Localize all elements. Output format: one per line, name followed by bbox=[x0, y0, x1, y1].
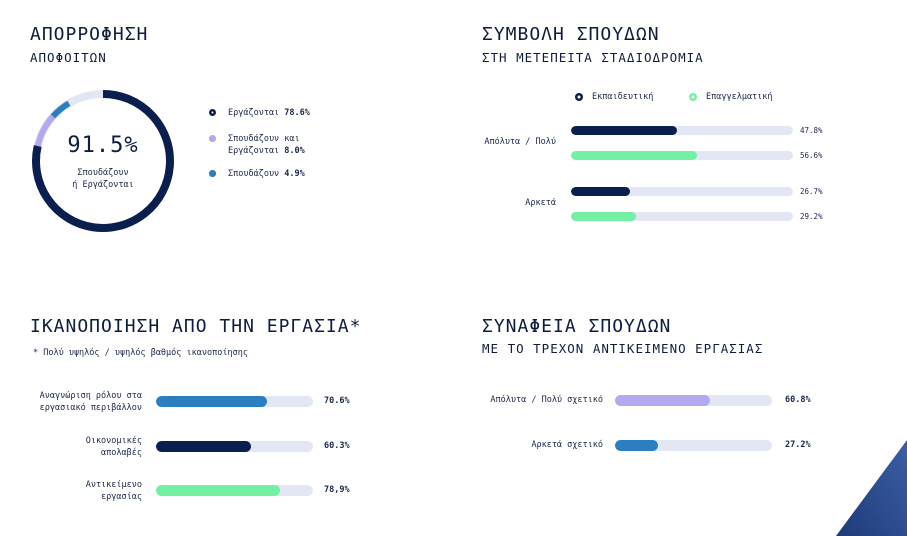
donut-center-value: 91.5% bbox=[67, 133, 139, 158]
bar-track bbox=[156, 485, 313, 496]
legend-label-text: Εργάζονται bbox=[228, 108, 285, 118]
donut-slice bbox=[50, 100, 71, 119]
bar-track bbox=[571, 187, 793, 196]
bar-track bbox=[156, 441, 313, 452]
legend-label-text: Σπουδάζουν bbox=[228, 169, 285, 179]
legend-label: Εργάζονται 78.6% bbox=[228, 108, 310, 118]
legend-dot-icon bbox=[209, 135, 216, 142]
legend-label-text: Εργάζονται bbox=[228, 146, 285, 156]
bar-value-label: 70.6% bbox=[324, 396, 350, 406]
bar-fill bbox=[615, 395, 711, 406]
absorption-subtitle: ΑΠΟΦΟΙΤΩΝ bbox=[30, 50, 107, 65]
category-label: Απόλυτα / Πολύ bbox=[484, 137, 556, 147]
bar-value-label: 27.2% bbox=[785, 440, 811, 450]
legend-label-text: Σπουδάζουν και bbox=[228, 134, 300, 144]
bar-fill bbox=[571, 212, 636, 221]
bar-category-line: Απόλυτα / Πολύ σχετικό bbox=[490, 395, 603, 405]
satisfaction-title: ΙΚΑΝΟΠΟΙΗΣΗ ΑΠΟ ΤΗΝ ΕΡΓΑΣΙΑ* bbox=[30, 316, 362, 337]
donut-center-label-1: Σπουδάζουν bbox=[77, 168, 129, 178]
legend-label: Σπουδάζουν και bbox=[228, 134, 300, 144]
bar-category-line: Αναγνώριση ρόλου στα bbox=[39, 391, 142, 401]
satisfaction-note: * Πολύ υψηλός / υψηλός βαθμός ικανοποίησ… bbox=[33, 348, 248, 358]
legend-dot-icon bbox=[575, 93, 583, 101]
bar-value-label: 78,9% bbox=[324, 485, 350, 495]
bar-track bbox=[615, 440, 772, 451]
bar-category-line: Οικονομικές bbox=[85, 436, 142, 446]
bar-category-line: εργασιακό περιβάλλον bbox=[39, 403, 142, 413]
bar-track bbox=[156, 396, 313, 407]
bar-category-line: απολαβές bbox=[101, 448, 142, 458]
bar-track bbox=[571, 151, 793, 160]
bar-fill bbox=[156, 441, 251, 452]
donut-slice bbox=[32, 90, 174, 232]
bar-track bbox=[615, 395, 772, 406]
bar-value-label: 60.8% bbox=[785, 395, 811, 405]
bar-fill bbox=[615, 440, 658, 451]
bar-category-line: Αρκετά σχετικό bbox=[531, 440, 603, 450]
bar-category-line: Αντικείμενο bbox=[85, 480, 142, 490]
bar-fill bbox=[156, 396, 267, 407]
bar-category-label: Οικονομικές απολαβές bbox=[20, 435, 142, 459]
bar-category-label: Αρκετά σχετικό bbox=[470, 439, 603, 451]
bar-value-label: 60.3% bbox=[324, 441, 350, 451]
corner-triangle bbox=[836, 440, 907, 536]
relevance-title: ΣΥΝΑΦΕΙΑ ΣΠΟΥΔΩΝ bbox=[482, 316, 672, 337]
bar-value-label: 47.8% bbox=[800, 126, 823, 135]
bar-track bbox=[571, 212, 793, 221]
bar-category-line: εργασίας bbox=[101, 492, 142, 502]
corner-decoration-shape bbox=[836, 440, 907, 536]
legend-dot-icon bbox=[689, 93, 697, 101]
bar-value-label: 29.2% bbox=[800, 212, 823, 221]
bar-category-label: Απόλυτα / Πολύ σχετικό bbox=[470, 394, 603, 406]
bar-value-label: 26.7% bbox=[800, 187, 823, 196]
legend-value: 4.9% bbox=[284, 169, 305, 179]
bar-fill bbox=[571, 126, 678, 135]
absorption-title: ΑΠΟΡΡΟΦΗΣΗ bbox=[30, 24, 149, 45]
legend-series-name: Εκπαιδευτική bbox=[592, 92, 654, 102]
bar-category-label: Αναγνώριση ρόλου στα εργασιακό περιβάλλον bbox=[20, 390, 142, 414]
legend-dot-icon bbox=[209, 109, 216, 116]
bar-fill bbox=[571, 151, 697, 160]
donut-center-label-2: ή Εργάζονται bbox=[72, 180, 134, 190]
bar-value-label: 56.6% bbox=[800, 151, 823, 160]
legend-dot-icon bbox=[209, 170, 216, 177]
legend-value: 8.0% bbox=[284, 146, 305, 156]
legend-label: Εργάζονται 8.0% bbox=[228, 146, 305, 156]
bar-track bbox=[571, 126, 793, 135]
legend-value: 78.6% bbox=[284, 108, 310, 118]
absorption-donut bbox=[32, 90, 174, 232]
studies-subtitle: ΣΤΗ ΜΕΤΕΠΕΙΤΑ ΣΤΑΔΙΟΔΡΟΜΙΑ bbox=[482, 50, 704, 65]
studies-title: ΣΥΜΒΟΛΗ ΣΠΟΥΔΩΝ bbox=[482, 24, 660, 45]
bar-fill bbox=[571, 187, 631, 196]
bar-fill bbox=[156, 485, 280, 496]
category-label: Αρκετά bbox=[525, 198, 556, 208]
legend-label: Σπουδάζουν 4.9% bbox=[228, 169, 305, 179]
donut-slice bbox=[34, 114, 56, 147]
bar-category-label: Αντικείμενο εργασίας bbox=[20, 479, 142, 503]
relevance-subtitle: ΜΕ ΤΟ ΤΡΕΧΟΝ ΑΝΤΙΚΕΙΜΕΝΟ ΕΡΓΑΣΙΑΣ bbox=[482, 341, 764, 356]
legend-series-name: Επαγγελματική bbox=[706, 92, 773, 102]
